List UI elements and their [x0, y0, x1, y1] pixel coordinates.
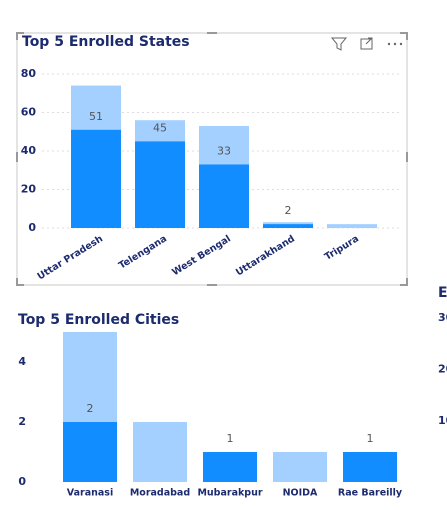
focus-mode-icon[interactable]	[360, 37, 373, 50]
selection-handles	[16, 32, 408, 286]
y-tick-label: 4	[18, 355, 26, 368]
bar	[133, 422, 187, 482]
data-label: 2	[285, 204, 292, 217]
bar	[199, 164, 249, 228]
data-label: 1	[227, 432, 234, 445]
x-tick-label: West Bengal	[170, 233, 233, 278]
y-tick-label: 60	[21, 106, 37, 119]
data-label: 45	[153, 121, 167, 134]
chart-title: Top 5 Enrolled States	[22, 34, 190, 50]
bar	[273, 452, 327, 482]
x-tick-label: Mubarakpur	[197, 488, 262, 499]
data-label: 1	[367, 432, 374, 445]
y-tick-label: 0	[28, 221, 36, 234]
y-tick-label: 2	[18, 415, 26, 428]
chart-title: E	[438, 285, 447, 301]
y-tick-label: 20	[438, 363, 447, 376]
filter-icon[interactable]	[330, 37, 348, 51]
data-label: 2	[87, 402, 94, 415]
bar	[135, 141, 185, 228]
bar	[71, 129, 121, 228]
y-tick-label: 20	[21, 183, 37, 196]
x-tick-label: Rae Bareilly	[338, 488, 403, 499]
y-tick-label: 0	[18, 475, 26, 488]
x-tick-label: Telengana	[117, 233, 169, 271]
data-label: 33	[217, 144, 231, 157]
x-tick-label: Uttarakhand	[234, 233, 297, 278]
x-tick-label: Moradabad	[130, 488, 190, 499]
y-tick-label: 40	[21, 144, 37, 157]
x-tick-label: Uttar Pradesh	[36, 233, 106, 282]
x-tick-label: Varanasi	[67, 488, 113, 499]
y-tick-label: 80	[21, 67, 37, 80]
bar	[263, 224, 313, 228]
bar	[63, 422, 117, 482]
y-tick-label: 10	[438, 414, 447, 427]
y-tick-label: 30	[438, 311, 447, 324]
chart-title: Top 5 Enrolled Cities	[18, 312, 179, 328]
x-tick-label: NOIDA	[283, 488, 318, 499]
bar	[343, 452, 397, 482]
x-tick-label: Tripura	[323, 233, 361, 262]
bar	[327, 224, 377, 228]
data-label: 51	[89, 110, 103, 123]
bar	[203, 452, 257, 482]
more-options-icon[interactable]	[387, 42, 403, 46]
